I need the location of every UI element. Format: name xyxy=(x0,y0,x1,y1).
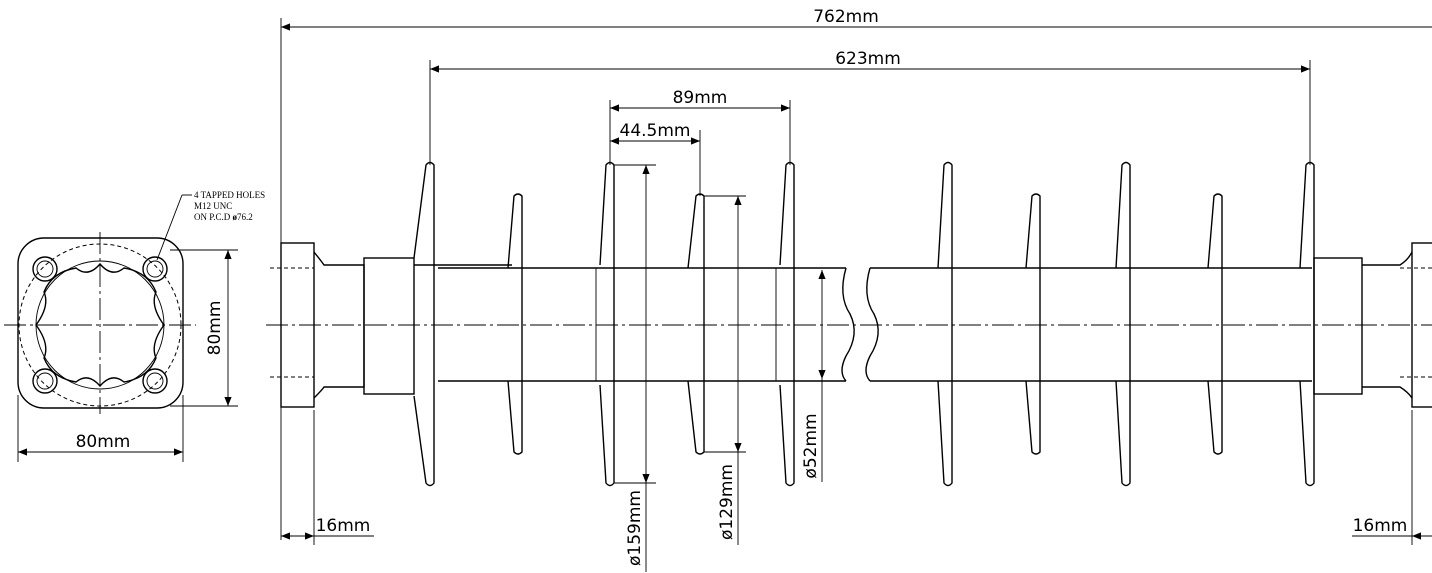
diameter-symbol: ø xyxy=(233,212,238,222)
large-shed-9 xyxy=(1115,161,1131,487)
shed-pitch-dimension xyxy=(609,100,791,165)
tapped-holes-note-line2: M12 UNC xyxy=(194,201,232,211)
overall-length-label: 762mm xyxy=(813,7,879,27)
tapped-hole-top-left xyxy=(32,256,58,282)
small-shed-2 xyxy=(507,193,523,455)
tapped-hole-bottom-left xyxy=(32,368,58,394)
small-shed-8 xyxy=(1025,193,1041,455)
left-fitting-thickness-label: 16mm xyxy=(316,516,371,536)
large-shed-7 xyxy=(937,161,953,487)
large-shed-1 xyxy=(413,161,435,487)
flange-width-label: 80mm xyxy=(76,432,131,452)
large-shed-5 xyxy=(779,161,795,487)
small-shed-diameter-label: ø129mm xyxy=(717,464,737,540)
core-diameter-label: ø52mm xyxy=(801,413,821,478)
half-pitch-dimension xyxy=(610,130,701,196)
shed-pitch-label: 89mm xyxy=(673,88,728,108)
large-shed-11 xyxy=(1299,161,1315,487)
tapped-holes-note-line3: ON P.C.D ø76.2 xyxy=(194,212,253,222)
shed-span-label: 623mm xyxy=(835,49,901,69)
large-shed-diameter-dimension xyxy=(614,164,656,572)
right-fitting-thickness-label: 16mm xyxy=(1353,516,1408,536)
left-end-fitting xyxy=(270,18,415,545)
insulator-side-view xyxy=(266,18,1432,545)
large-shed-diameter-label: ø159mm xyxy=(625,490,645,566)
flange-height-label: 80mm xyxy=(205,301,225,356)
tapped-holes-note-line1: 4 TAPPED HOLES xyxy=(194,190,265,200)
shed-span-dimension xyxy=(429,60,1311,165)
small-shed-diameter-dimension xyxy=(704,195,746,545)
small-shed-10 xyxy=(1207,193,1223,455)
tapped-hole-bottom-right xyxy=(142,368,168,394)
half-pitch-label: 44.5mm xyxy=(620,121,691,141)
large-shed-3 xyxy=(599,161,615,487)
small-shed-4 xyxy=(687,193,705,455)
right-end-fitting xyxy=(1313,242,1432,545)
tapped-hole-top-right xyxy=(142,256,168,282)
flange-end-view xyxy=(4,194,238,462)
